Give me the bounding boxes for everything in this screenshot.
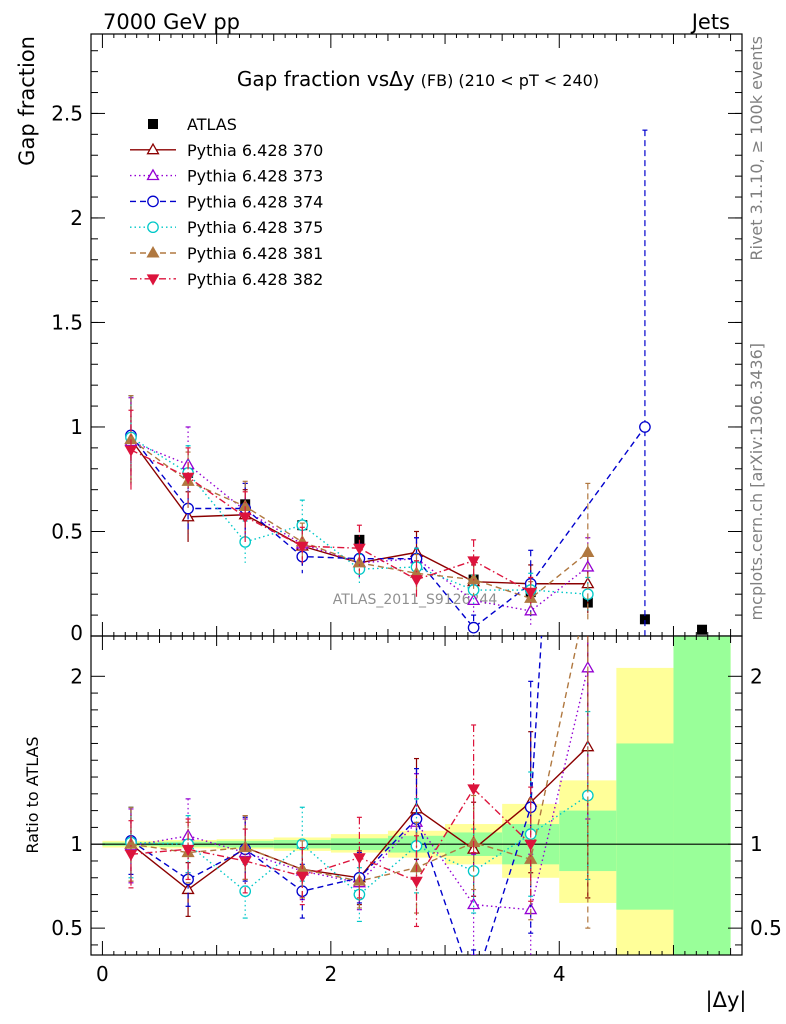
legend-label: Pythia 6.428 373 — [187, 167, 323, 186]
main-data-point — [467, 621, 480, 634]
x-axis-label: |Δy| — [706, 988, 747, 1013]
main-y-tick-label: 0.5 — [51, 519, 83, 543]
main-data-point — [181, 472, 195, 484]
legend-entry: Pythia 6.428 370 — [130, 141, 323, 160]
stat-uncertainty-band — [616, 743, 674, 910]
legend-label: ATLAS — [187, 115, 237, 134]
main-data-point — [639, 614, 650, 625]
main-plot-area — [124, 129, 708, 636]
legend-entry: Pythia 6.428 375 — [130, 218, 323, 237]
chart-title-small: (FB) (210 < pT < 240) — [421, 71, 599, 90]
main-series-6 — [124, 409, 538, 607]
main-y-tick-label: 1 — [70, 415, 83, 439]
ratio-frame — [90, 635, 743, 956]
ratio-data-point — [468, 982, 478, 992]
main-data-point — [524, 587, 538, 599]
ratio-data-point — [295, 871, 309, 883]
main-data-point — [467, 593, 481, 606]
ratio-y-tick-label-right: 0.5 — [750, 916, 782, 940]
legend-entry: Pythia 6.428 373 — [130, 167, 323, 186]
main-series-4 — [125, 395, 594, 611]
main-data-point — [353, 543, 366, 555]
ratio-series-line — [130, 667, 589, 911]
main-data-point — [352, 555, 366, 568]
ratio-plot-area — [124, 636, 595, 992]
ratio-data-point — [124, 849, 138, 861]
ratio-y-tick-label: 1 — [70, 832, 83, 856]
main-data-point — [295, 541, 309, 553]
header-right: Jets — [690, 10, 730, 34]
ratio-y-tick-label-right: 2 — [750, 664, 763, 688]
legend-marker — [147, 195, 159, 208]
ratio-data-point — [124, 837, 138, 849]
ratio-y-axis-label: Ratio to ATLAS — [23, 736, 42, 853]
legend-label: Pythia 6.428 370 — [187, 141, 323, 160]
stat-uncertainty-band — [673, 636, 731, 955]
chart-title-main: Gap fraction vsΔy — [237, 67, 415, 91]
ratio-series-5 — [124, 724, 538, 928]
main-data-point — [467, 572, 481, 585]
header-left: 7000 GeV pp — [103, 10, 240, 34]
legend-label: Pythia 6.428 375 — [187, 218, 323, 237]
x-tick-label: 0 — [96, 962, 109, 986]
main-data-point — [467, 556, 480, 568]
ratio-data-point — [181, 844, 195, 856]
main-y-tick-label: 1.5 — [51, 310, 83, 334]
main-y-axis-label: Gap fraction — [15, 36, 39, 166]
legend-label: Pythia 6.428 381 — [187, 244, 323, 263]
ratio-y-tick-label-right: 1 — [750, 832, 763, 856]
legend-marker — [148, 119, 158, 129]
main-panel: 0.5 1 1.5 2 2.5 0 — [51, 33, 743, 645]
main-data-point — [124, 445, 138, 457]
legend-marker — [147, 221, 159, 234]
legend-marker — [146, 168, 160, 181]
legend-entry: Pythia 6.428 382 — [130, 270, 323, 289]
main-y-tick-label: 2.5 — [51, 101, 83, 125]
rivet-label: Rivet 3.1.10, ≥ 100k events — [747, 36, 766, 261]
legend-marker — [146, 274, 160, 286]
main-data-point — [639, 421, 651, 433]
ratio-series-line — [130, 787, 532, 882]
main-series-1 — [124, 395, 595, 614]
main-y-zero-label: 0 — [70, 621, 83, 645]
ratio-series-line — [130, 794, 589, 896]
x-tick-label: 4 — [553, 962, 566, 986]
ratio-y-tick-label: 0.5 — [51, 916, 83, 940]
legend-marker — [146, 245, 160, 258]
ratio-data-point — [524, 839, 538, 851]
ratio-panel: 0.5 1 2 0.5 1 2 0 2 4 — [51, 635, 782, 992]
x-tick-label: 2 — [324, 962, 337, 986]
legend-marker — [146, 142, 160, 155]
legend-label: Pythia 6.428 382 — [187, 270, 323, 289]
main-series-line — [130, 449, 532, 593]
ratio-data-point — [238, 856, 252, 868]
chart-title: Gap fraction vsΔy (FB) (210 < pT < 240) — [237, 67, 599, 91]
ratio-data-point — [467, 784, 480, 796]
analysis-watermark: ATLAS_2011_S9126244 — [333, 592, 498, 608]
legend-label: Pythia 6.428 374 — [187, 192, 323, 211]
ratio-y-tick-label: 2 — [70, 664, 83, 688]
ratio-data-point — [353, 853, 366, 865]
mcplots-label: mcplots.cern.ch [arXiv:1306.3436] — [747, 343, 766, 620]
main-data-point — [238, 512, 252, 524]
legend-entry: Pythia 6.428 381 — [130, 244, 323, 263]
legend-entry: Pythia 6.428 374 — [130, 192, 323, 211]
main-data-point — [410, 575, 423, 587]
legend: ATLAS Pythia 6.428 370 Pythia 6.428 373 Pyt… — [130, 115, 323, 289]
ratio-data-point — [467, 897, 481, 910]
ratio-data-point — [410, 876, 423, 888]
main-data-point — [581, 545, 595, 557]
legend-entry: ATLAS — [148, 115, 237, 134]
main-y-tick-label: 2 — [70, 206, 83, 230]
main-data-point — [697, 624, 708, 635]
